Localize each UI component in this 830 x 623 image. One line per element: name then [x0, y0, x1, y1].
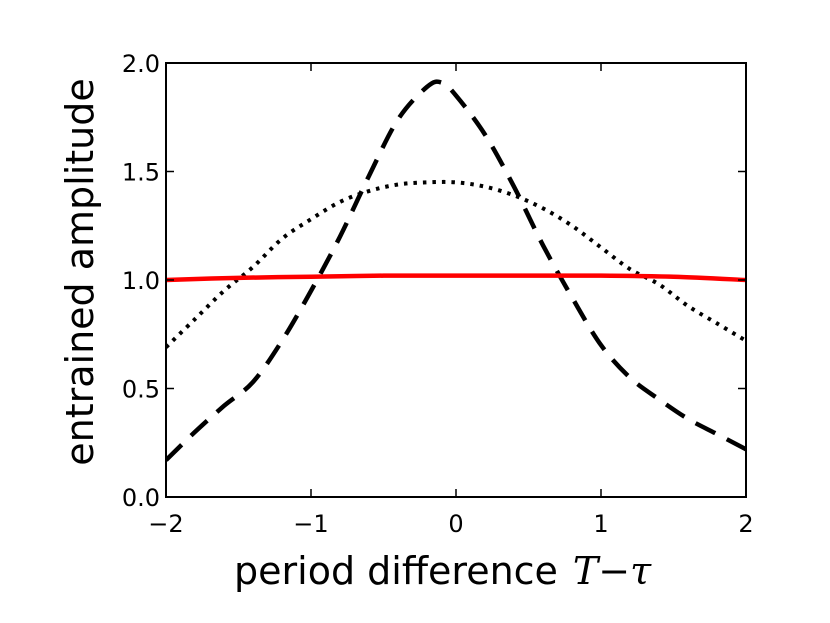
y-tick-label: 1.0 [122, 267, 160, 295]
x-tick-label: 0 [448, 510, 463, 538]
series-layer [166, 79, 746, 462]
y-tick-label: 2.0 [122, 50, 160, 78]
y-tick-label: 0.0 [122, 484, 160, 512]
x-axis-label: period difference [234, 549, 558, 593]
x-tick-label: −2 [148, 510, 183, 538]
series-line-dashed [166, 79, 746, 462]
plot-background [166, 63, 746, 497]
x-tick-label: 1 [593, 510, 608, 538]
series-line-solid [166, 273, 746, 283]
y-tick-label: 1.5 [122, 159, 160, 187]
y-axis-label: entrained amplitude [58, 78, 102, 466]
x-axis-label-math: T−τ [573, 549, 652, 593]
x-tick-label: 2 [738, 510, 753, 538]
y-tick-label: 0.5 [122, 376, 160, 404]
plot-frame [165, 62, 747, 498]
x-tick-label: −1 [293, 510, 328, 538]
